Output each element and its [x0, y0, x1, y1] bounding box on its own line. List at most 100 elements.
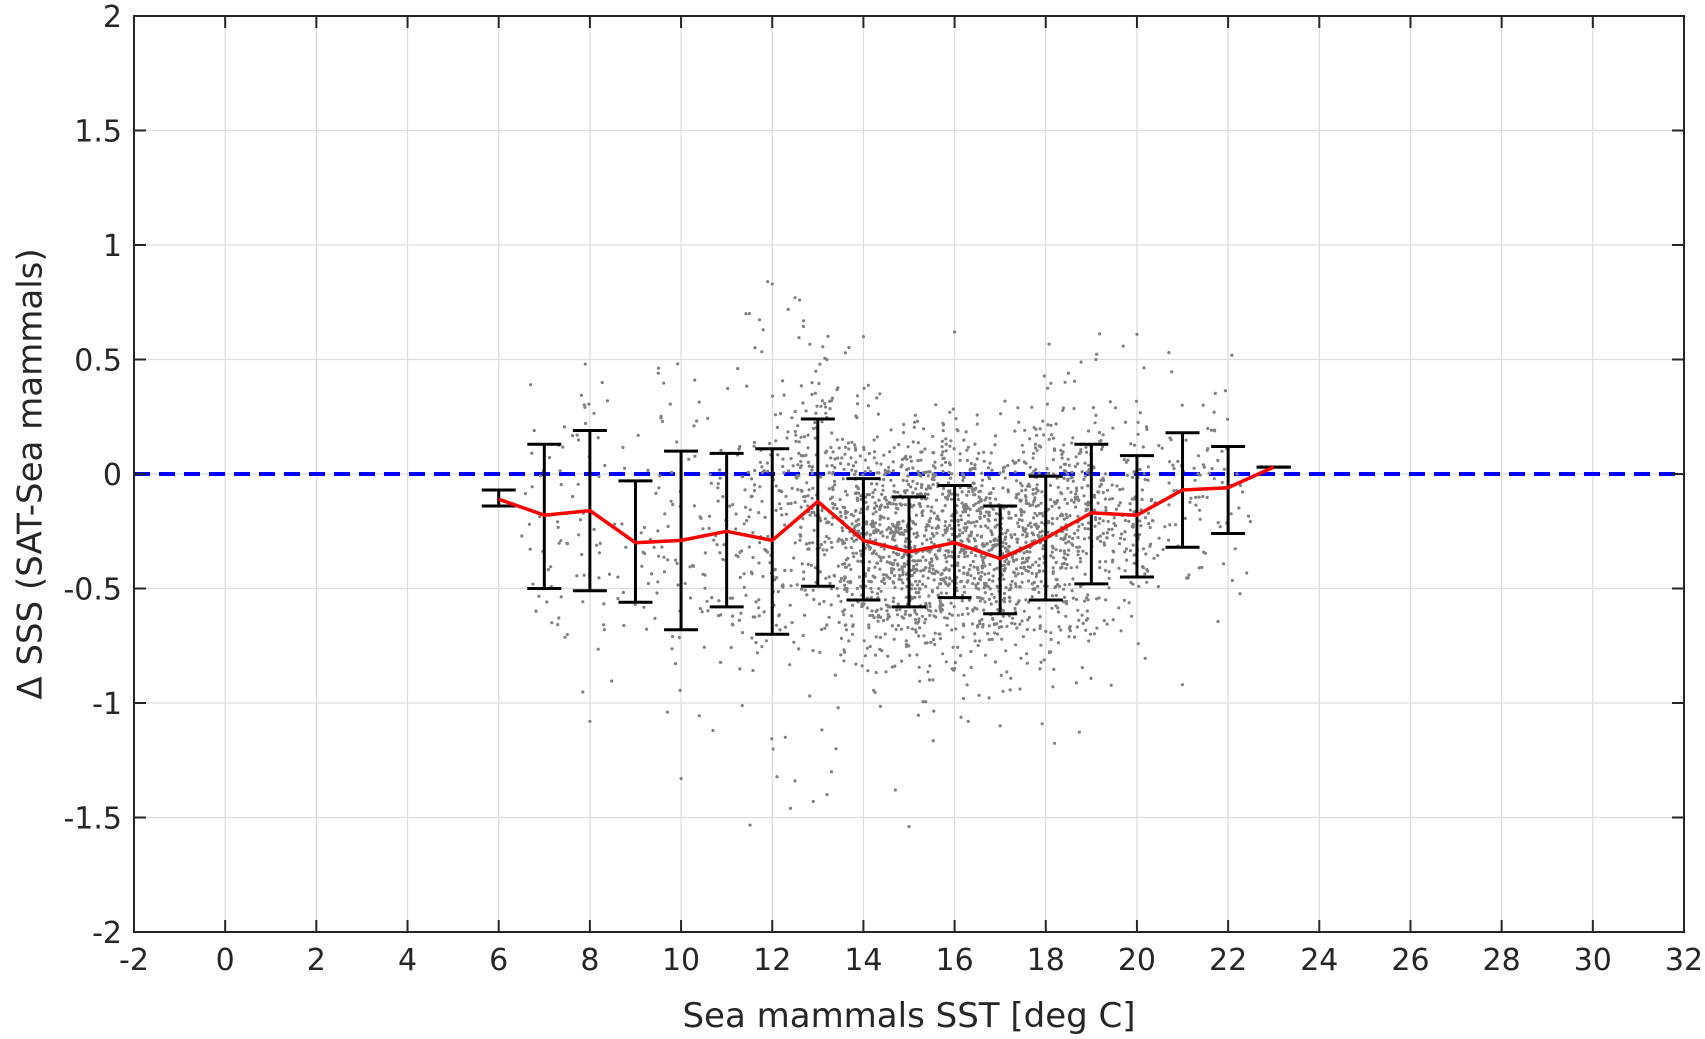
scatter-point — [991, 507, 995, 511]
scatter-point — [851, 464, 856, 468]
scatter-point — [856, 402, 860, 406]
scatter-point — [940, 439, 945, 443]
scatter-point — [884, 670, 888, 674]
scatter-point — [933, 642, 937, 647]
scatter-point — [702, 645, 706, 649]
scatter-point — [1142, 472, 1146, 476]
scatter-point — [545, 600, 549, 604]
scatter-point — [557, 541, 561, 545]
scatter-point — [810, 496, 814, 500]
x-tick-label: 22 — [1209, 943, 1247, 978]
scatter-point — [883, 632, 887, 636]
scatter-point — [1085, 450, 1089, 454]
scatter-point — [982, 459, 986, 463]
scatter-point — [827, 615, 831, 619]
scatter-point — [899, 526, 903, 531]
scatter-point — [1008, 688, 1012, 692]
x-tick-label: 16 — [935, 943, 973, 978]
scatter-point — [1060, 492, 1064, 496]
scatter-point — [1123, 420, 1128, 424]
scatter-point — [1011, 558, 1015, 562]
scatter-point — [858, 454, 862, 458]
scatter-point — [927, 678, 932, 682]
scatter-point — [703, 573, 707, 577]
scatter-point — [853, 446, 858, 450]
scatter-point — [983, 514, 987, 518]
scatter-point — [744, 505, 748, 509]
scatter-point — [534, 609, 538, 613]
scatter-point — [1003, 399, 1007, 403]
scatter-point — [1028, 465, 1032, 469]
scatter-point — [1210, 467, 1214, 471]
scatter-point — [1083, 474, 1087, 478]
scatter-point — [770, 737, 774, 741]
scatter-point — [1095, 597, 1099, 601]
scatter-point — [597, 551, 602, 555]
scatter-point — [570, 434, 575, 438]
scatter-point — [976, 595, 980, 600]
scatter-point — [859, 497, 863, 501]
scatter-point — [636, 433, 640, 437]
scatter-point — [843, 489, 848, 493]
scatter-point — [946, 494, 951, 498]
scatter-point — [903, 540, 908, 544]
scatter-point — [1084, 507, 1088, 511]
scatter-point — [1037, 569, 1042, 573]
scatter-point — [1029, 525, 1033, 529]
scatter-point — [1108, 497, 1112, 501]
scatter-point — [978, 489, 983, 493]
scatter-point — [790, 416, 794, 420]
scatter-point — [914, 591, 918, 595]
scatter-point — [823, 626, 827, 630]
scatter-point — [1212, 410, 1216, 414]
scatter-point — [871, 495, 875, 499]
scatter-point — [1037, 590, 1041, 595]
scatter-point — [892, 574, 897, 578]
scatter-point — [1138, 467, 1142, 472]
scatter-point — [1032, 500, 1036, 504]
scatter-point — [578, 518, 583, 522]
scatter-point — [1050, 522, 1054, 526]
scatter-point — [1063, 595, 1067, 600]
scatter-point — [1171, 463, 1175, 467]
scatter-point — [876, 412, 881, 416]
scatter-point — [1005, 670, 1009, 674]
scatter-point — [961, 510, 965, 514]
scatter-point — [810, 381, 814, 385]
y-tick-label: -1 — [92, 687, 122, 722]
scatter-point — [1030, 582, 1034, 586]
scatter-point — [915, 653, 919, 657]
scatter-point — [708, 472, 712, 477]
scatter-point — [794, 433, 798, 437]
scatter-point — [814, 369, 818, 373]
scatter-point — [956, 497, 961, 502]
scatter-point — [804, 542, 809, 546]
scatter-point — [898, 532, 903, 536]
scatter-point — [1057, 625, 1061, 629]
scatter-point — [1020, 619, 1024, 623]
scatter-point — [877, 613, 881, 618]
scatter-point — [960, 599, 964, 603]
scatter-point — [716, 499, 720, 503]
scatter-point — [861, 602, 865, 606]
scatter-point — [965, 683, 969, 687]
scatter-point — [1198, 508, 1202, 512]
scatter-point — [1002, 591, 1007, 596]
scatter-point — [880, 492, 884, 496]
scatter-point — [962, 551, 967, 556]
scatter-point — [829, 587, 834, 591]
scatter-point — [801, 577, 806, 581]
scatter-point — [852, 555, 856, 559]
scatter-point — [866, 543, 870, 547]
scatter-point — [1095, 626, 1099, 630]
scatter-point — [841, 505, 845, 509]
scatter-point — [1040, 529, 1044, 533]
scatter-point — [1002, 600, 1007, 604]
scatter-point — [1143, 477, 1147, 482]
scatter-point — [1127, 519, 1131, 523]
scatter-point — [692, 424, 696, 428]
scatter-point — [781, 583, 785, 587]
x-tick-label: 30 — [1574, 943, 1612, 978]
scatter-point — [1022, 609, 1026, 613]
scatter-point — [915, 482, 919, 486]
